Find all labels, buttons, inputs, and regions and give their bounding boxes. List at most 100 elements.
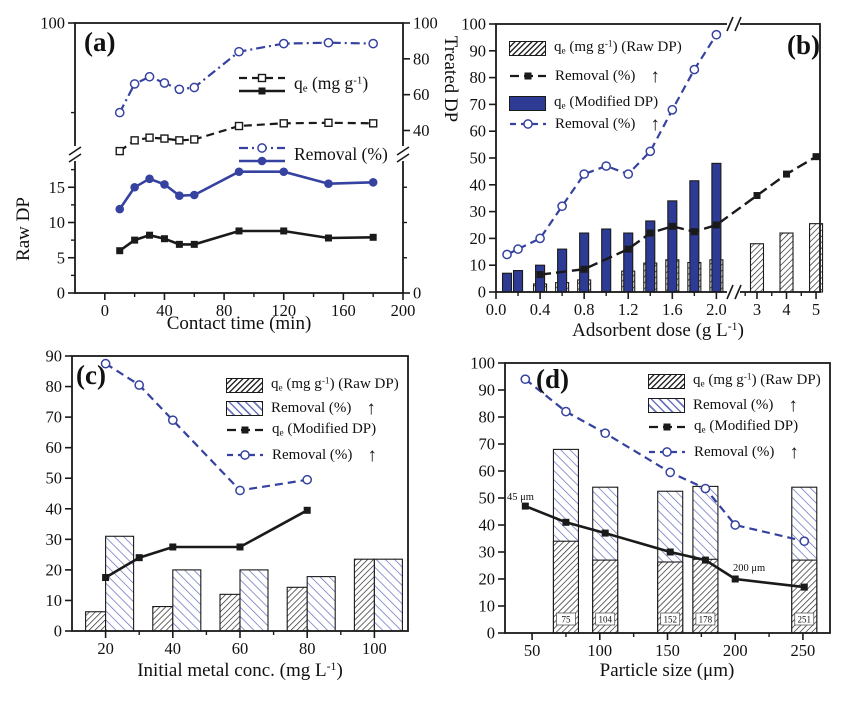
bar: [749, 243, 765, 293]
y-tick-label: 60: [46, 438, 63, 457]
y2-tick-label: 0: [413, 284, 421, 303]
y-tick-label: 70: [46, 408, 63, 427]
y-tick-label: 50: [470, 149, 487, 168]
y-tick-label: 0: [487, 624, 495, 643]
axis-break-gap: [399, 146, 407, 161]
marker-filled-square: [280, 227, 288, 235]
marker-filled-square: [102, 574, 110, 582]
marker-open-circle: [167, 415, 178, 426]
marker-open-circle: [100, 358, 111, 369]
marker-open-circle: [368, 38, 379, 49]
y-tick-label: 90: [470, 41, 487, 60]
line-series-qe-modified-dp: [102, 506, 311, 582]
bar-label-box: [660, 612, 681, 626]
marker-filled-square: [800, 583, 808, 591]
marker-open-square: [175, 136, 184, 145]
data-line: [506, 34, 718, 256]
x-tick-label: 0.8: [574, 300, 595, 319]
marker-filled-square: [624, 245, 632, 253]
y-tick-label: 0: [54, 622, 62, 641]
y-tick-label: 70: [470, 95, 487, 114]
data-line: [539, 155, 817, 276]
panel-b: 0.0 0.4 0.8 1.2 1.6 2.0 3 4 50102030405060708090…: [461, 15, 824, 319]
marker-filled-square: [369, 233, 377, 241]
y-tick-label: 40: [470, 175, 487, 194]
panel-c: 20 40 60 80 100 0 10 20 30 40 50 60 70 80 90: [46, 347, 409, 658]
marker-filled-circle: [279, 167, 289, 177]
x-tick-label: 40: [156, 301, 173, 320]
marker-filled-square: [169, 543, 177, 551]
marker-open-square: [130, 136, 139, 145]
x-tick-label: 100: [362, 639, 387, 658]
y-tick-label: 90: [46, 347, 63, 366]
data-line: [104, 509, 308, 579]
axis-break-icon: [68, 153, 82, 163]
x-tick-label: 4: [782, 300, 790, 319]
y-tick-label: 60: [470, 122, 487, 141]
marker-open-circle: [667, 104, 678, 115]
marker-open-circle: [114, 107, 125, 118]
y-tick-label: 10: [479, 597, 496, 616]
line-series-qe-treated-dp: [115, 118, 378, 156]
y-tick-label: 30: [479, 543, 496, 562]
bar-label: 75: [561, 615, 571, 625]
y-tick-label: 10: [46, 591, 63, 610]
y2-tick-label: 100: [413, 14, 438, 33]
marker-filled-square: [131, 236, 139, 244]
annotation: 45 μm: [507, 492, 534, 503]
marker-open-circle: [557, 201, 567, 212]
data-line: [118, 41, 374, 114]
marker-filled-square: [135, 554, 143, 562]
axis-box: [495, 23, 821, 293]
marker-filled-square: [601, 529, 609, 537]
bar-label: 251: [798, 615, 812, 625]
marker-open-circle: [645, 146, 656, 157]
bar: [152, 606, 174, 632]
marker-open-circle: [700, 483, 711, 494]
bar-label: 178: [699, 615, 713, 625]
marker-filled-square: [646, 229, 654, 237]
x-tick-label: 120: [271, 301, 296, 320]
marker-filled-square: [690, 228, 698, 236]
bar-label-box: [794, 612, 815, 626]
x-tick-label: 200: [723, 641, 748, 660]
y-tick-label: 40: [46, 499, 63, 518]
marker-filled-circle: [115, 204, 125, 214]
marker-filled-square: [701, 556, 709, 564]
marker-filled-square: [783, 170, 791, 178]
bar: [373, 558, 403, 632]
line-series-qe-modified-dp: [521, 502, 808, 591]
marker-open-circle: [711, 29, 722, 40]
marker-filled-square: [146, 231, 154, 239]
marker-open-square: [190, 135, 199, 144]
line-series-removal-raw-dp: [536, 153, 820, 279]
marker-open-circle: [730, 520, 741, 530]
x-tick-label: 50: [524, 641, 541, 660]
x-tick-label: 80: [216, 301, 233, 320]
marker-filled-square: [536, 271, 544, 279]
marker-filled-square: [668, 222, 676, 230]
y-tick-label: 60: [479, 462, 496, 481]
bar-label: 152: [663, 615, 677, 625]
marker-open-circle: [520, 374, 531, 385]
y-tick-label: 10: [470, 256, 487, 275]
line-series-removal-modified-dp: [502, 29, 722, 260]
marker-open-circle: [579, 169, 590, 179]
line-series-removal-treated-dp: [114, 37, 379, 118]
bar: [689, 180, 700, 293]
marker-open-circle: [799, 536, 810, 547]
x-tick-label: 60: [232, 639, 249, 658]
bar: [623, 232, 634, 293]
axis-break-icon: [726, 16, 734, 32]
marker-filled-square: [116, 247, 124, 255]
x-tick-label: 3: [753, 300, 761, 319]
y-tick-label: 10: [49, 213, 66, 232]
y-tick-label: 100: [40, 14, 65, 33]
marker-filled-square: [712, 221, 720, 229]
y-tick-label: 0: [57, 284, 65, 303]
line-series-removal-modified-dp: [520, 374, 810, 547]
bar: [667, 200, 678, 293]
x-tick-label: 20: [97, 639, 114, 658]
marker-filled-square: [731, 575, 739, 583]
